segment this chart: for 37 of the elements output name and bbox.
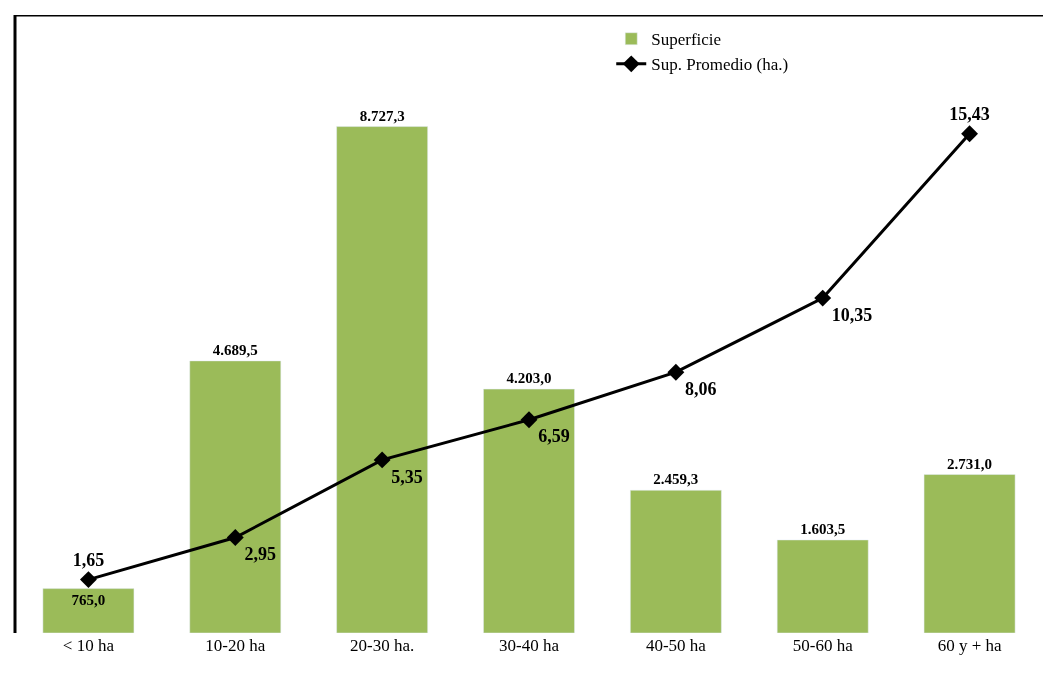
bar bbox=[42, 588, 135, 633]
data-label: 15,43 bbox=[949, 104, 990, 125]
x-tick-label: 20-30 ha. bbox=[350, 636, 415, 655]
data-label: 6,59 bbox=[538, 426, 570, 447]
data-label: 8,06 bbox=[684, 378, 717, 399]
bar bbox=[483, 388, 575, 633]
bar bbox=[336, 126, 428, 633]
data-label: 8.727,3 bbox=[359, 107, 405, 124]
point bbox=[226, 529, 244, 546]
point bbox=[667, 363, 685, 381]
bar bbox=[630, 490, 722, 633]
data-label: 2.731,0 bbox=[947, 455, 993, 472]
data-label: 4.203,0 bbox=[506, 370, 552, 387]
data-label: 1.603,5 bbox=[800, 520, 846, 537]
bar bbox=[776, 539, 869, 633]
x-tick-label: 30-40 ha bbox=[499, 636, 560, 655]
data-label: 5,35 bbox=[391, 466, 423, 487]
x-tick-label: < 10 ha bbox=[62, 636, 115, 655]
data-label: 10,35 bbox=[831, 304, 873, 325]
point bbox=[520, 411, 538, 429]
data-label: 1,65 bbox=[72, 549, 105, 570]
point bbox=[79, 571, 97, 589]
legend-label: Superficie bbox=[651, 30, 722, 50]
point bbox=[814, 289, 832, 307]
x-tick-label: 50-60 ha bbox=[792, 636, 854, 655]
legend-label: Sup. Promedio (ha.) bbox=[651, 55, 789, 75]
data-label: 2.459,3 bbox=[653, 471, 699, 488]
x-tick-label: 10-20 ha bbox=[205, 636, 266, 655]
data-label: 765,0 bbox=[71, 591, 106, 608]
x-tick-label: 60 y + ha bbox=[937, 636, 1002, 655]
bar bbox=[189, 360, 282, 633]
point bbox=[373, 451, 391, 469]
bar bbox=[923, 474, 1016, 633]
data-label: 2,95 bbox=[244, 544, 276, 565]
x-tick-label: 40-50 ha bbox=[645, 636, 707, 655]
point bbox=[961, 125, 979, 143]
data-label: 4.689,5 bbox=[212, 341, 258, 358]
